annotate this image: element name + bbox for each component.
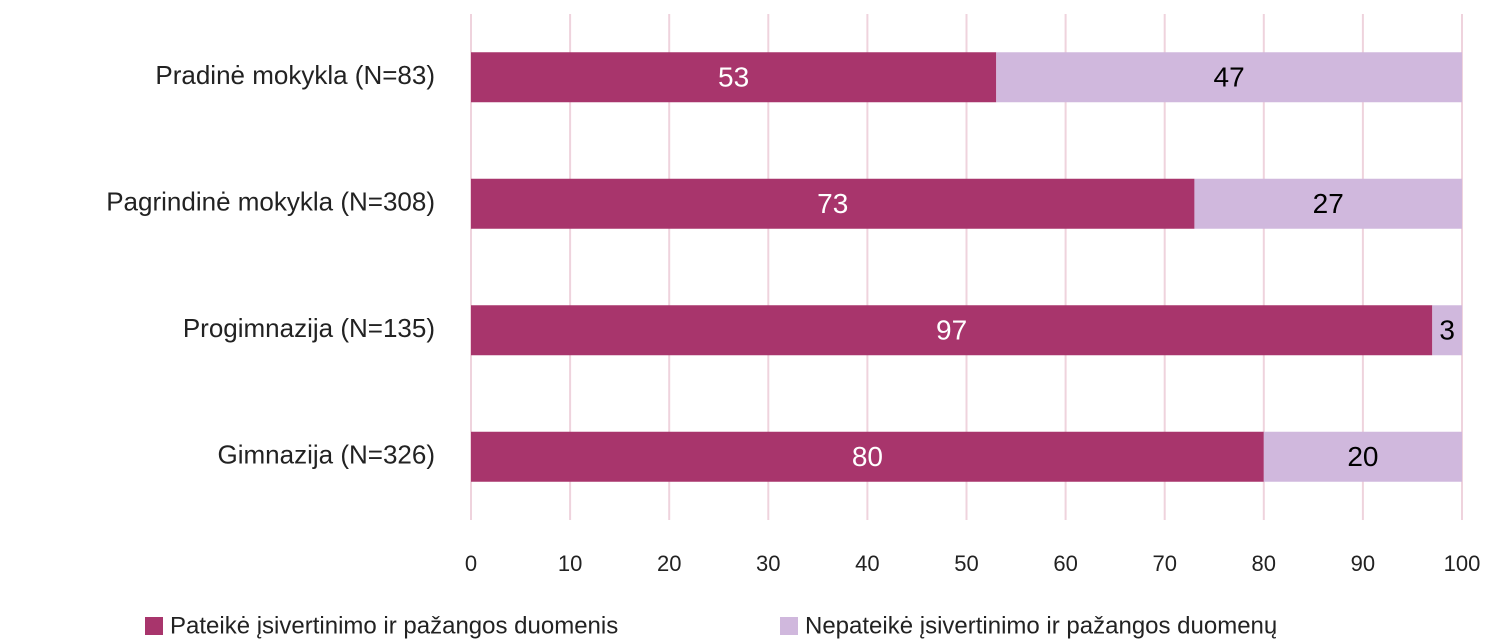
data-label: 3 [1439,315,1455,346]
bar-segment [1263,431,1462,482]
x-tick-label: 90 [1351,551,1375,576]
x-tick-label: 60 [1053,551,1077,576]
legend-swatch [145,617,163,635]
data-label: 27 [1313,188,1344,219]
legend-label: Pateikė įsivertinimo ir pažangos duomeni… [170,612,618,639]
y-tick-label: Pagrindinė mokykla (N=308) [106,187,435,217]
data-label: 73 [817,188,848,219]
x-tick-label: 0 [465,551,477,576]
data-label: 47 [1214,62,1245,93]
x-tick-label: 80 [1252,551,1276,576]
y-tick-label: Pradinė mokykla (N=83) [155,60,435,90]
y-tick-label: Gimnazija (N=326) [218,440,435,470]
x-tick-label: 10 [558,551,582,576]
x-tick-label: 40 [855,551,879,576]
bar-segment [1432,305,1462,356]
y-tick-label: Progimnazija (N=135) [183,313,435,343]
data-label: 97 [936,315,967,346]
data-label: 80 [852,441,883,472]
bar-segment [471,305,1433,356]
x-tick-label: 100 [1444,551,1481,576]
data-label: 20 [1347,441,1378,472]
legend-swatch [780,617,798,635]
bar-segment [471,178,1195,229]
data-label: 53 [718,62,749,93]
x-tick-label: 30 [756,551,780,576]
bar-segment [996,52,1462,103]
x-tick-label: 70 [1152,551,1176,576]
bar-segment [1194,178,1462,229]
legend-label: Nepateikė įsivertinimo ir pažangos duome… [805,612,1277,639]
bar-segment [471,431,1264,482]
bar-segment [471,52,997,103]
x-tick-label: 50 [954,551,978,576]
x-tick-label: 20 [657,551,681,576]
